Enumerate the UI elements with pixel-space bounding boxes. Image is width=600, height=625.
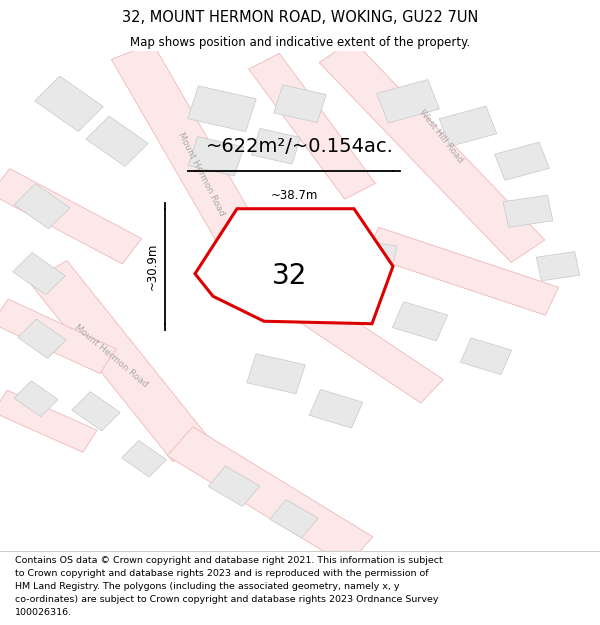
- Text: 32, MOUNT HERMON ROAD, WOKING, GU22 7UN: 32, MOUNT HERMON ROAD, WOKING, GU22 7UN: [122, 10, 478, 25]
- Polygon shape: [439, 106, 497, 146]
- Polygon shape: [460, 338, 512, 374]
- Text: Map shows position and indicative extent of the property.: Map shows position and indicative extent…: [130, 36, 470, 49]
- Polygon shape: [392, 302, 448, 341]
- Text: 32: 32: [272, 262, 307, 290]
- Polygon shape: [247, 354, 305, 394]
- Polygon shape: [13, 253, 65, 295]
- Text: HM Land Registry. The polygons (including the associated geometry, namely x, y: HM Land Registry. The polygons (includin…: [15, 582, 400, 591]
- Polygon shape: [208, 466, 260, 506]
- Polygon shape: [72, 392, 120, 431]
- Polygon shape: [14, 184, 70, 229]
- Polygon shape: [188, 86, 256, 132]
- Polygon shape: [122, 441, 166, 477]
- Text: Mount Hermon Road: Mount Hermon Road: [176, 131, 226, 217]
- Text: ~622m²/~0.154ac.: ~622m²/~0.154ac.: [206, 137, 394, 156]
- Polygon shape: [494, 142, 550, 181]
- Text: co-ordinates) are subject to Crown copyright and database rights 2023 Ordnance S: co-ordinates) are subject to Crown copyr…: [15, 595, 439, 604]
- Text: Contains OS data © Crown copyright and database right 2021. This information is : Contains OS data © Crown copyright and d…: [15, 556, 443, 566]
- Polygon shape: [347, 239, 397, 273]
- Polygon shape: [248, 53, 376, 199]
- Text: to Crown copyright and database rights 2023 and is reproduced with the permissio: to Crown copyright and database rights 2…: [15, 569, 428, 578]
- Polygon shape: [264, 221, 324, 262]
- Polygon shape: [309, 389, 363, 428]
- Polygon shape: [301, 299, 443, 403]
- Text: Mount Hermon Road: Mount Hermon Road: [73, 323, 149, 389]
- Polygon shape: [35, 76, 103, 131]
- Polygon shape: [377, 79, 439, 123]
- Polygon shape: [167, 427, 373, 566]
- Text: 100026316.: 100026316.: [15, 608, 72, 617]
- Polygon shape: [503, 195, 553, 228]
- Polygon shape: [14, 381, 58, 417]
- Polygon shape: [112, 43, 302, 319]
- Text: West Hill Road: West Hill Road: [418, 107, 464, 165]
- Polygon shape: [29, 261, 211, 462]
- Polygon shape: [536, 252, 580, 281]
- Text: ~30.9m: ~30.9m: [145, 242, 158, 290]
- Polygon shape: [251, 129, 301, 164]
- Polygon shape: [270, 499, 318, 538]
- Polygon shape: [274, 85, 326, 122]
- Polygon shape: [0, 390, 97, 452]
- Polygon shape: [18, 319, 66, 358]
- Polygon shape: [195, 209, 393, 324]
- Polygon shape: [319, 40, 545, 262]
- Polygon shape: [0, 299, 116, 374]
- Polygon shape: [365, 228, 559, 315]
- Text: ~38.7m: ~38.7m: [271, 189, 317, 202]
- Polygon shape: [188, 137, 244, 176]
- Polygon shape: [86, 116, 148, 166]
- Polygon shape: [0, 169, 142, 264]
